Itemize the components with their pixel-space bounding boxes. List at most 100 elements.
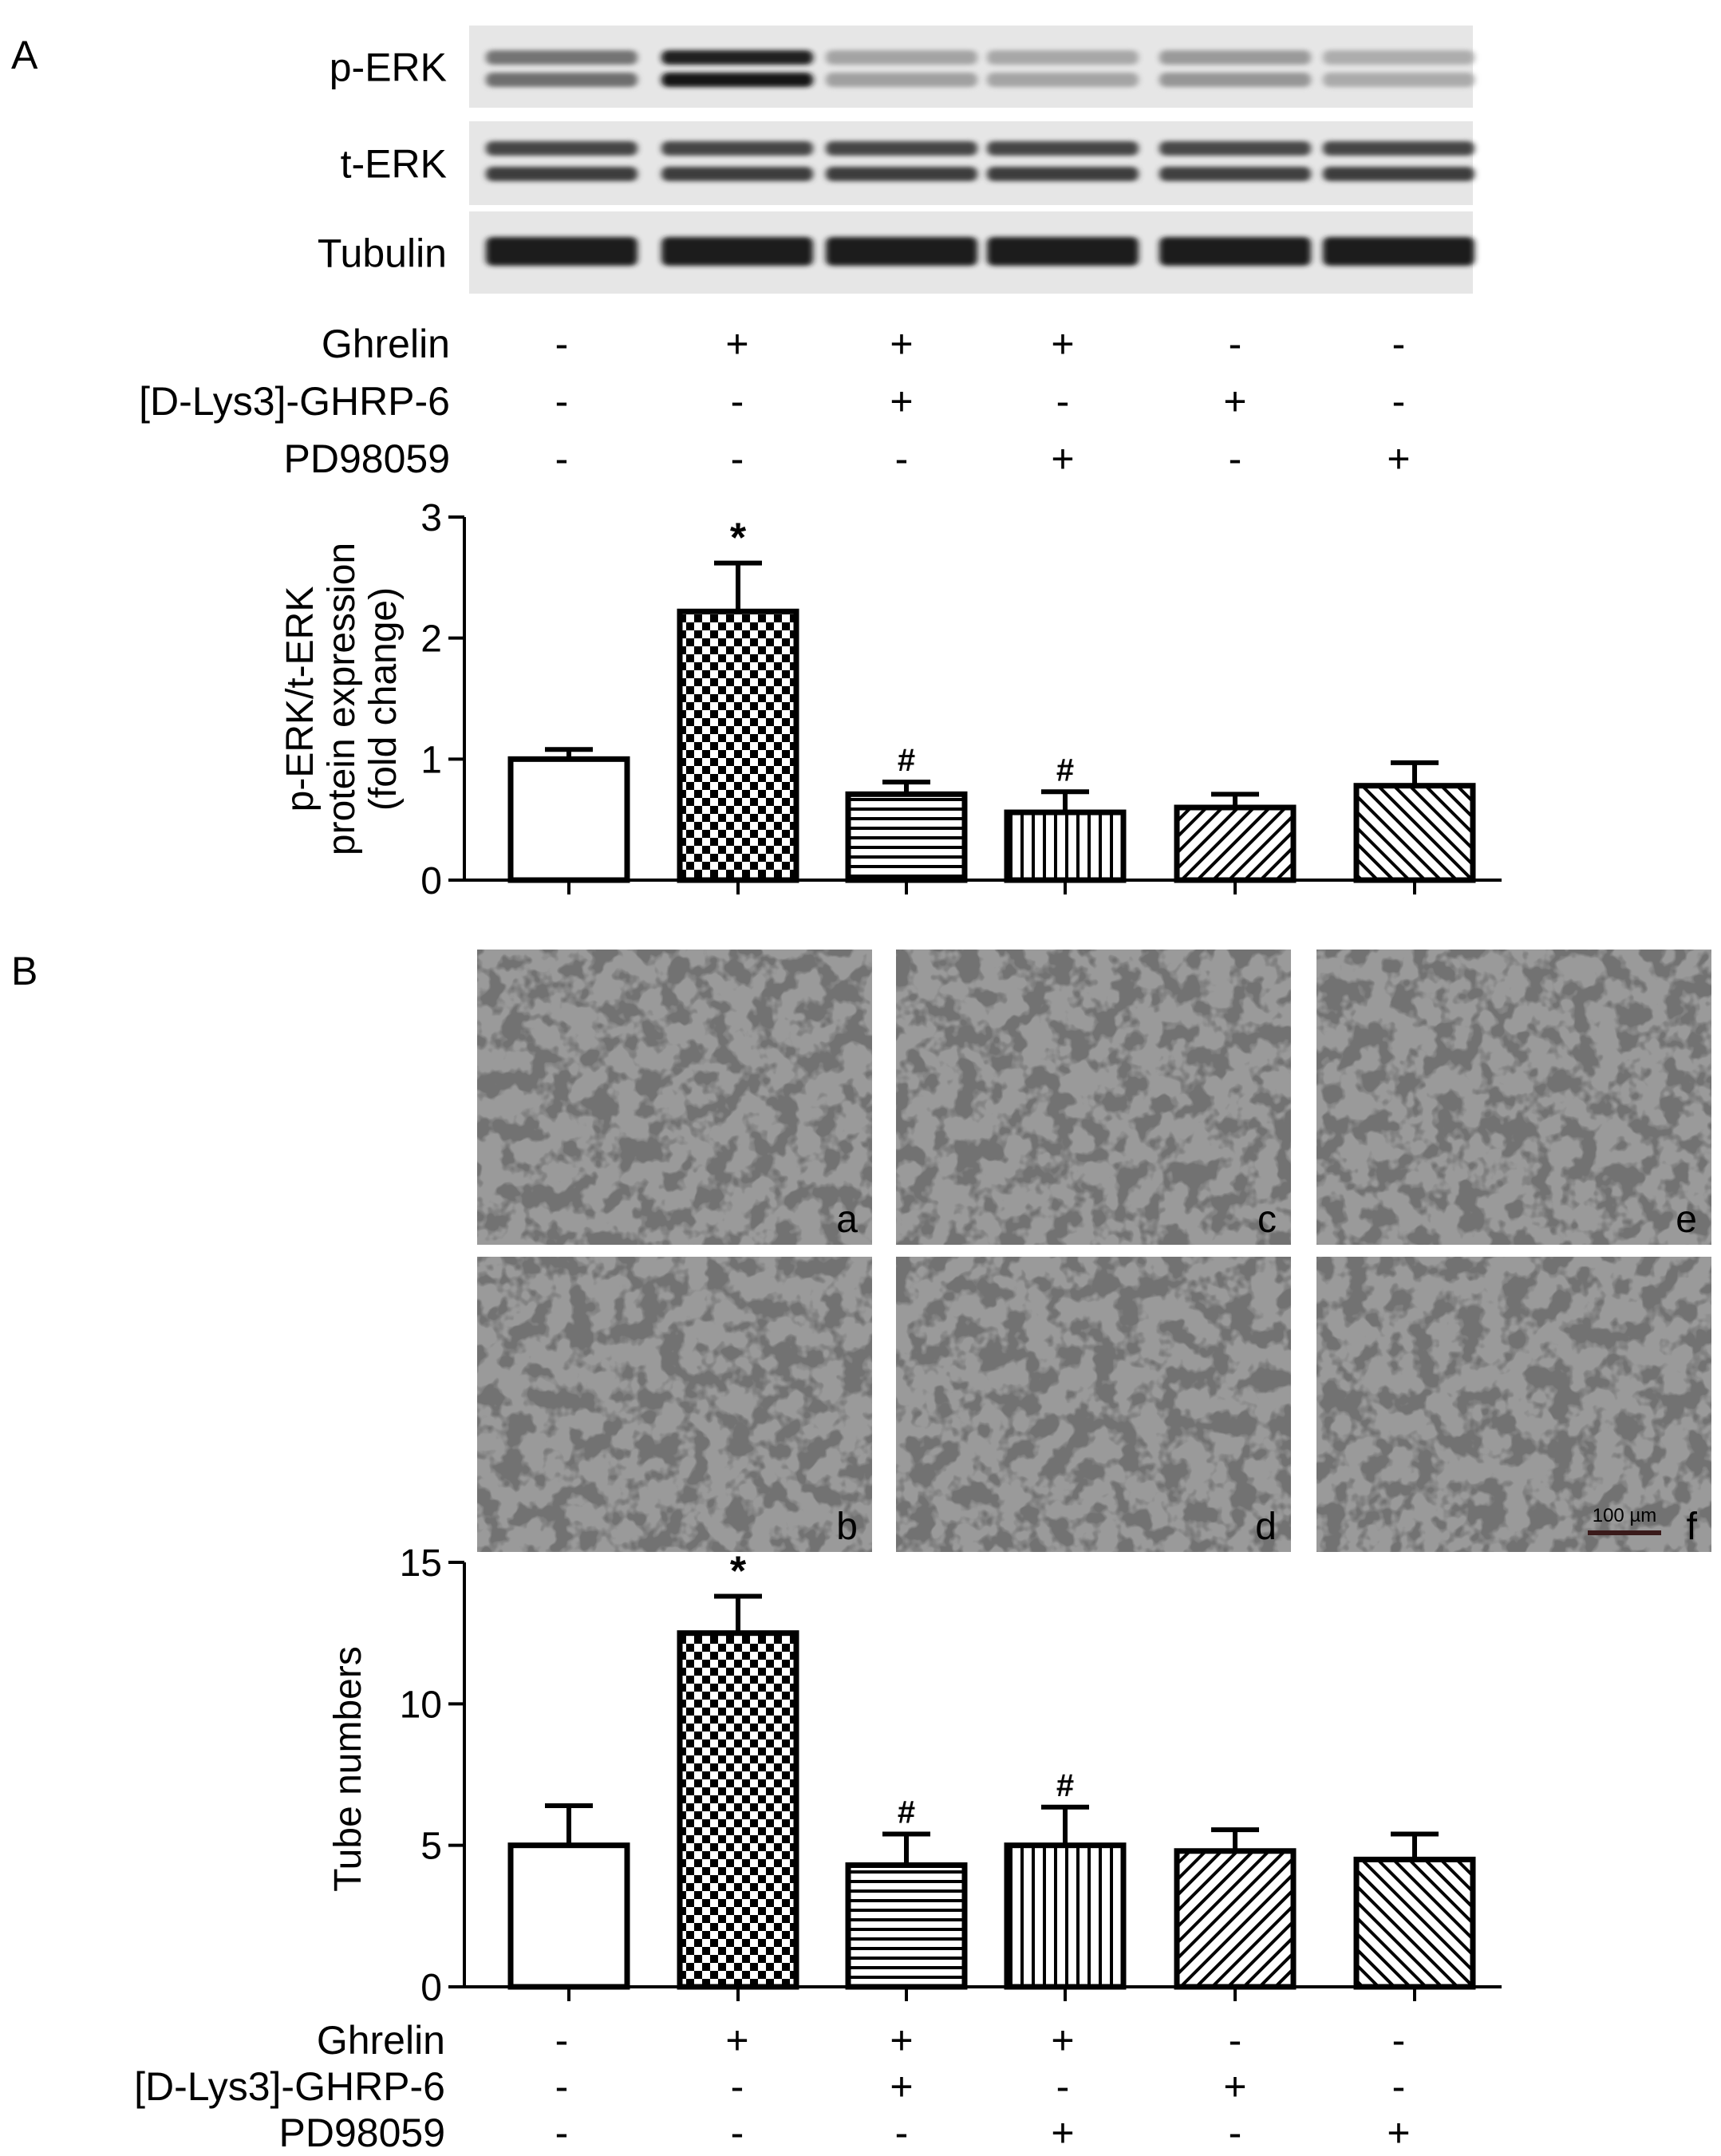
- micrograph-letter: c: [1257, 1198, 1277, 1241]
- condition-sign: +: [1051, 322, 1074, 366]
- blot-band: [826, 141, 977, 156]
- condition-sign: -: [555, 2064, 569, 2109]
- blot-band: [987, 73, 1139, 87]
- blot-band: [661, 141, 813, 156]
- condition-sign: +: [1051, 2018, 1074, 2063]
- y-axis-label: (fold change): [362, 587, 405, 811]
- condition-sign: -: [895, 2111, 909, 2155]
- blot-band: [486, 50, 637, 65]
- blot-row-label: Tubulin: [318, 231, 447, 276]
- condition-sign: -: [1392, 379, 1406, 424]
- condition-sign: +: [890, 322, 913, 366]
- bar: [507, 1842, 630, 1990]
- condition-sign: -: [731, 2064, 744, 2109]
- blot-band: [1323, 167, 1474, 181]
- y-tick-label: 1: [420, 739, 442, 781]
- condition-label: Ghrelin: [322, 322, 450, 366]
- micrograph-letter: e: [1676, 1198, 1697, 1241]
- y-axis-label: Tube numbers: [327, 1646, 369, 1892]
- condition-sign: +: [1051, 2111, 1074, 2155]
- micrograph-texture: [477, 1257, 872, 1552]
- condition-sign: -: [555, 322, 569, 366]
- blot-band: [826, 237, 977, 266]
- micrograph-letter: d: [1255, 1506, 1277, 1548]
- blot-band: [1159, 167, 1311, 181]
- blot-band: [826, 50, 977, 65]
- blot-band: [1159, 73, 1311, 87]
- y-axis-label: p-ERK/t-ERK: [279, 586, 322, 812]
- blot-strip-t-erk: [469, 121, 1473, 205]
- significance-mark: #: [898, 1795, 915, 1830]
- bar: [1174, 1848, 1297, 1990]
- condition-sign: +: [1051, 436, 1074, 481]
- significance-mark: *: [730, 515, 747, 562]
- condition-label: PD98059: [279, 2111, 446, 2155]
- condition-label: [D-Lys3]-GHRP-6: [139, 379, 450, 424]
- significance-mark: *: [730, 1549, 747, 1595]
- blot-row-label: t-ERK: [341, 142, 447, 187]
- condition-sign: -: [555, 2018, 569, 2063]
- bar: [845, 791, 968, 883]
- condition-sign: -: [1056, 379, 1070, 424]
- condition-label: Ghrelin: [317, 2018, 445, 2063]
- blot-band: [826, 73, 977, 87]
- bar: [677, 1630, 799, 1990]
- blot-band: [661, 167, 813, 181]
- blot-band: [1159, 141, 1311, 156]
- condition-sign: -: [555, 436, 569, 481]
- condition-sign: -: [1056, 2064, 1070, 2109]
- blot-band: [987, 141, 1139, 156]
- bar: [1004, 1842, 1127, 1990]
- condition-sign: +: [890, 2018, 913, 2063]
- blot-band: [826, 167, 977, 181]
- blot-row-label: p-ERK: [330, 45, 447, 90]
- y-axis-label: protein expression: [321, 543, 363, 855]
- condition-sign: +: [725, 322, 748, 366]
- blot-band: [987, 237, 1139, 266]
- blot-band: [661, 50, 813, 65]
- blot-band: [1323, 73, 1474, 87]
- bar: [1004, 809, 1127, 883]
- condition-sign: -: [1229, 2018, 1242, 2063]
- condition-label: [D-Lys3]-GHRP-6: [134, 2064, 445, 2109]
- panel-a-conditions: Ghrelin - + + + - - [D-Lys3]-GHRP-6 - - + - + - PD9805…: [139, 322, 1410, 481]
- blot-strip-p-erk: [469, 26, 1473, 108]
- blot-band: [661, 73, 813, 87]
- blot-band: [486, 237, 637, 266]
- bar: [1353, 783, 1476, 883]
- micrograph-letter: f: [1687, 1506, 1698, 1548]
- blot-band: [1323, 50, 1474, 65]
- bar: [1353, 1856, 1476, 1990]
- condition-sign: -: [1392, 322, 1406, 366]
- chart-a: 0 1 2 3 * # # p-ERK/t-ERK protein expression (fol…: [279, 497, 1502, 902]
- blot-band: [1323, 141, 1474, 156]
- bar: [1174, 804, 1297, 883]
- micrograph-texture: [477, 950, 872, 1245]
- condition-sign: -: [895, 436, 909, 481]
- significance-mark: #: [898, 743, 915, 778]
- condition-sign: -: [1229, 2111, 1242, 2155]
- bar: [845, 1862, 968, 1990]
- y-tick-label: 10: [400, 1684, 442, 1726]
- condition-sign: -: [1229, 436, 1242, 481]
- condition-sign: -: [731, 2111, 744, 2155]
- condition-sign: +: [890, 379, 913, 424]
- micrograph-letter: a: [836, 1198, 858, 1241]
- blot-band: [987, 167, 1139, 181]
- panel-a-label: A: [11, 33, 38, 77]
- blot-band: [486, 141, 637, 156]
- blot-band: [1159, 50, 1311, 65]
- y-tick-label: 5: [420, 1826, 442, 1868]
- condition-sign: +: [1223, 379, 1246, 424]
- condition-sign: -: [1229, 322, 1242, 366]
- condition-sign: +: [725, 2018, 748, 2063]
- blot-band: [1159, 237, 1311, 266]
- western-blot: p-ERK t-ERK Tubulin: [318, 26, 1474, 294]
- bar: [507, 756, 630, 883]
- scale-bar-label: 100 µm: [1593, 1505, 1657, 1526]
- condition-sign: -: [1392, 2018, 1406, 2063]
- blot-band: [987, 50, 1139, 65]
- micrograph-texture: [896, 1257, 1291, 1552]
- condition-sign: +: [1387, 436, 1410, 481]
